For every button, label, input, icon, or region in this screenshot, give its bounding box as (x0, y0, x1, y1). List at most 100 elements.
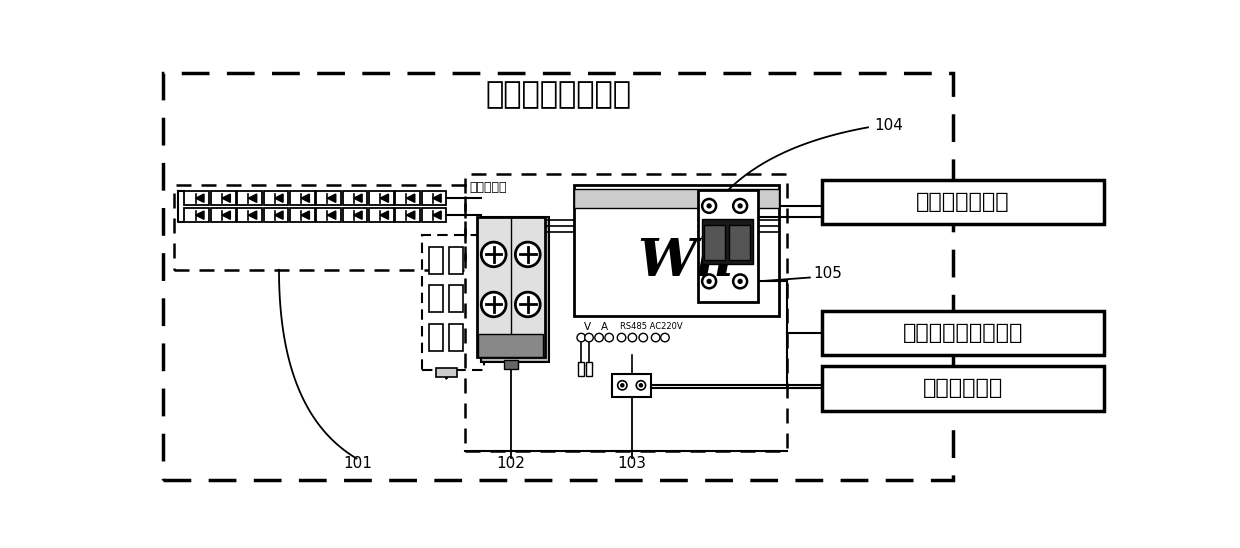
Bar (263, 191, 288, 205)
Polygon shape (381, 211, 388, 219)
Text: 光伏配电笱: 光伏配电笱 (469, 181, 506, 194)
Circle shape (707, 204, 711, 208)
Bar (396, 191, 420, 205)
Bar (211, 208, 236, 222)
Bar (429, 247, 444, 273)
Circle shape (481, 292, 506, 317)
Text: 并网发电计量系统: 并网发电计量系统 (485, 81, 631, 110)
Text: 105: 105 (813, 266, 843, 281)
Text: 102: 102 (496, 456, 526, 471)
Text: A: A (601, 322, 608, 332)
Polygon shape (433, 194, 441, 202)
Circle shape (640, 384, 642, 387)
Bar (613, 374, 651, 397)
Bar (449, 247, 463, 273)
Bar (342, 191, 367, 205)
Bar (481, 218, 549, 362)
Polygon shape (248, 194, 257, 202)
Polygon shape (407, 211, 415, 219)
Bar (185, 208, 210, 222)
Bar (449, 324, 463, 351)
Bar (422, 191, 446, 205)
Circle shape (733, 199, 746, 213)
Bar (290, 208, 315, 222)
Bar (263, 208, 288, 222)
Bar (573, 185, 779, 316)
Circle shape (516, 292, 541, 317)
Circle shape (577, 333, 585, 342)
Text: 清洗小车电控笱: 清洗小车电控笱 (916, 192, 1009, 212)
Polygon shape (275, 211, 283, 219)
Text: V: V (584, 322, 591, 332)
Polygon shape (353, 194, 362, 202)
Circle shape (733, 275, 746, 288)
Bar (702, 219, 753, 264)
Bar (237, 191, 262, 205)
Bar (370, 208, 394, 222)
Polygon shape (196, 211, 205, 219)
Polygon shape (301, 194, 310, 202)
Bar (479, 334, 543, 357)
Bar (175, 185, 465, 270)
Polygon shape (222, 194, 231, 202)
Bar (587, 362, 593, 376)
Circle shape (585, 333, 593, 342)
Bar (342, 208, 367, 222)
Bar (697, 191, 758, 302)
Polygon shape (222, 211, 231, 219)
Polygon shape (433, 211, 441, 219)
Bar (185, 191, 210, 205)
Circle shape (702, 199, 717, 213)
Bar (729, 225, 750, 260)
Circle shape (661, 333, 670, 342)
Text: 104: 104 (874, 118, 903, 133)
Bar (396, 208, 420, 222)
Bar (573, 189, 779, 208)
Polygon shape (381, 194, 388, 202)
Polygon shape (407, 194, 415, 202)
Bar (162, 73, 954, 480)
Circle shape (702, 275, 717, 288)
Bar (465, 174, 786, 451)
Bar (237, 208, 262, 222)
Circle shape (651, 333, 660, 342)
Circle shape (621, 384, 624, 387)
Bar (821, 366, 1105, 410)
Circle shape (639, 333, 647, 342)
Circle shape (738, 204, 742, 208)
Circle shape (595, 333, 604, 342)
Polygon shape (353, 211, 362, 219)
Circle shape (636, 381, 646, 390)
Bar (422, 235, 484, 370)
Text: RS485 AC220V: RS485 AC220V (620, 322, 682, 332)
Bar (370, 191, 394, 205)
Text: 103: 103 (618, 456, 646, 471)
Circle shape (707, 279, 711, 283)
Polygon shape (301, 211, 310, 219)
Polygon shape (275, 194, 283, 202)
Bar (704, 225, 725, 260)
Bar (316, 208, 341, 222)
Bar (422, 208, 446, 222)
Circle shape (618, 381, 627, 390)
Bar (578, 362, 584, 376)
Bar (503, 360, 518, 369)
Bar (211, 191, 236, 205)
Circle shape (481, 242, 506, 267)
Bar (821, 311, 1105, 355)
Text: Wh: Wh (637, 236, 735, 287)
Circle shape (516, 242, 541, 267)
Polygon shape (248, 211, 257, 219)
Text: 101: 101 (343, 456, 372, 471)
Circle shape (629, 333, 636, 342)
Bar (429, 285, 444, 312)
Polygon shape (327, 194, 336, 202)
Text: 组串式逆变器: 组串式逆变器 (923, 378, 1003, 398)
Bar (316, 191, 341, 205)
Bar (435, 368, 458, 377)
Circle shape (605, 333, 614, 342)
Polygon shape (196, 194, 205, 202)
Circle shape (618, 333, 626, 342)
Bar (449, 285, 463, 312)
Bar (290, 191, 315, 205)
